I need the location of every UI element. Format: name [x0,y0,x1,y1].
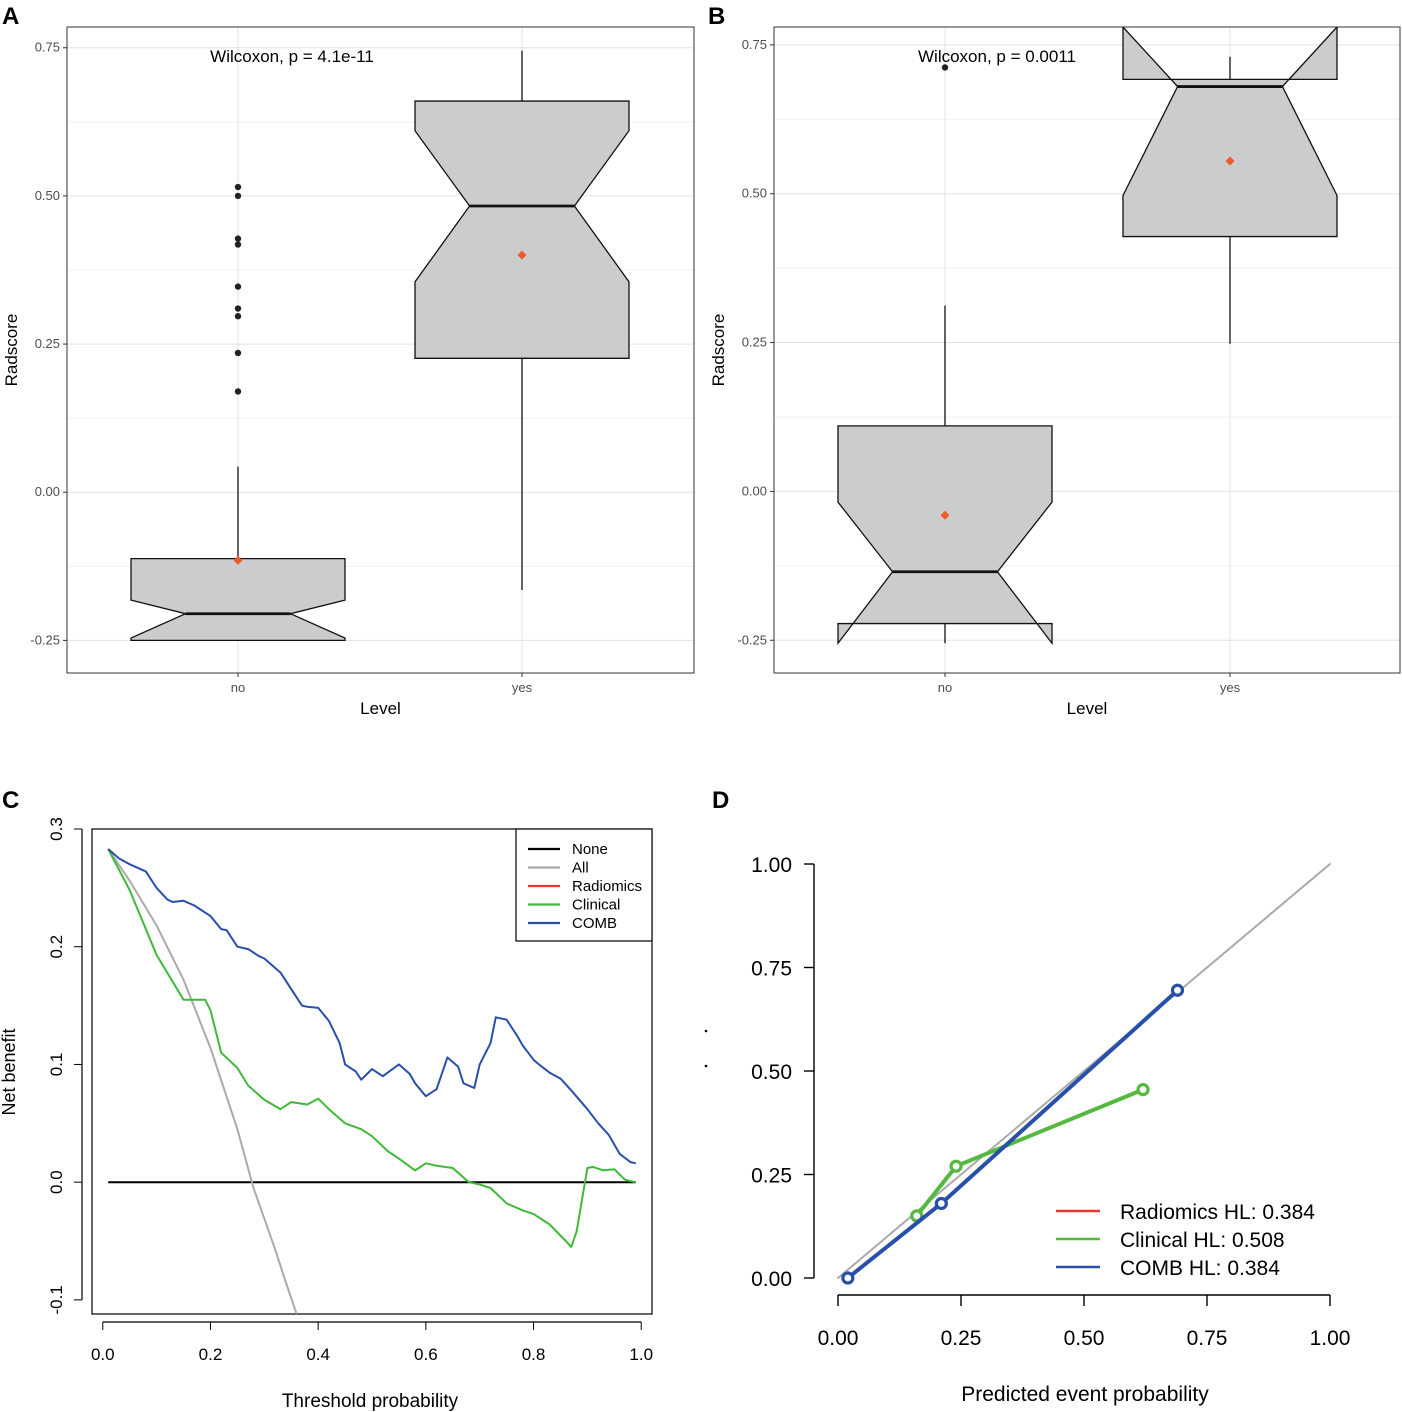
legend-label: None [572,841,608,858]
outlier-point [234,305,242,312]
plot-area [130,50,630,642]
panel-label-c: C [2,787,19,814]
plot-frame [773,26,1401,674]
outlier-point [941,64,949,71]
mean-marker [1225,156,1235,166]
mean-marker [517,250,527,260]
x-axis-title: Predicted event probability [961,1383,1209,1406]
calibration-point [934,1196,948,1211]
x-axis-title: Level [1067,699,1108,718]
plot-area [107,848,637,1314]
y-tick-label: -0.1 [47,1285,66,1314]
notched-box [1122,27,1338,238]
outlier-point [234,388,242,395]
y-tick-label: 0.50 [742,186,767,201]
y-tick-label: 0.3 [47,817,66,841]
boxplot-chart-b: -0.25 0.00 0.25 0.50 0.75 no yes Level Radscore W… [709,26,1401,718]
y-tick-label: 0.1 [47,1053,66,1077]
panel-label-d: D [712,787,729,814]
mean-marker [233,555,243,565]
legend-label: COMB HL: 0.384 [1120,1257,1280,1280]
notched-box [837,425,1053,646]
plot-frame [91,828,653,1315]
outlier-point [234,283,242,290]
y-tick-label: 0.0 [47,1170,66,1194]
y-tick-label: 0.00 [751,1268,792,1291]
x-tick-label: yes [512,680,533,695]
outlier-point [234,192,242,200]
legend-label: Radiomics [572,878,642,895]
y-axis-label-dot [704,1029,708,1033]
outlier-point [234,241,242,248]
y-tick-label: -0.25 [30,632,60,647]
legend: Radiomics HL: 0.384 Clinical HL: 0.508 COM… [1056,1201,1315,1280]
notched-box [130,557,346,642]
y-tick-label: 0.00 [742,483,767,498]
series-line-all [107,848,298,1314]
x-tick-label: 0.0 [91,1345,115,1364]
y-axis-label-dot [704,1064,708,1068]
series-line-comb [107,848,637,1165]
mean-marker [940,510,950,520]
y-tick-label: 0.75 [751,958,792,981]
calibration-point [1136,1083,1150,1097]
x-tick-label: no [938,680,952,695]
x-tick-label: 0.00 [818,1327,859,1350]
x-tick-label: no [231,680,245,695]
x-axis-title: Threshold probability [282,1391,459,1412]
y-tick-label: 0.75 [742,37,767,52]
y-tick-label: 0.00 [35,484,60,499]
notched-box [414,100,630,359]
legend-label: Radiomics HL: 0.384 [1120,1201,1315,1224]
wilcoxon-annotation: Wilcoxon, p = 4.1e-11 [210,47,374,66]
calibration-point [841,1271,855,1285]
legend-label: COMB [572,915,617,932]
outlier-point [234,183,242,191]
y-tick-label: 0.50 [751,1061,792,1084]
y-tick-label: 0.25 [751,1165,792,1188]
y-tick-label: -0.25 [737,632,767,647]
x-tick-label: 0.6 [414,1345,438,1364]
panel-label-b: B [708,3,725,30]
wilcoxon-annotation: Wilcoxon, p = 0.0011 [918,47,1076,66]
calibration-chart-d: 0.00 0.25 0.50 0.75 1.00 0.00 0.25 0.50 0.75 1.00… [704,854,1351,1406]
panel-label-a: A [2,3,19,30]
x-tick-label: 0.4 [306,1345,330,1364]
legend-label: Clinical [572,897,620,914]
y-tick-label: 0.25 [742,335,767,350]
calibration-point [949,1159,963,1173]
outlier-point [234,349,242,357]
legend-label: All [572,860,589,877]
y-tick-label: 1.00 [751,854,792,877]
decision-curve-chart-c: 0.0 0.2 0.4 0.6 0.8 1.0 -0.1 0.0 0.1 0.2 0.3 Thresh… [0,817,653,1412]
y-tick-label: 0.25 [35,336,60,351]
plot-area [837,27,1338,646]
y-axis-title: Radscore [709,314,728,387]
y-axis-title: Radscore [2,314,21,387]
x-tick-label: 0.50 [1064,1327,1105,1350]
plot-frame [66,26,695,674]
boxplot-chart-a: -0.25 0.00 0.25 0.50 0.75 no yes Level Radscore W… [2,26,695,718]
y-tick-label: 0.75 [35,40,60,55]
calibration-point [1170,983,1185,997]
x-tick-label: 1.0 [629,1345,653,1364]
outlier-point [234,313,242,320]
x-tick-label: 0.8 [522,1345,546,1364]
y-tick-label: 0.50 [35,188,60,203]
x-tick-label: yes [1220,680,1241,695]
y-tick-label: 0.2 [47,935,66,959]
plot-background [774,27,1400,673]
x-tick-label: 0.25 [941,1327,982,1350]
x-tick-label: 0.75 [1187,1327,1228,1350]
series-line-clinical [107,848,637,1248]
legend-label: Clinical HL: 0.508 [1120,1229,1285,1252]
x-axis-title: Level [360,699,401,718]
y-axis-title: Net benefit [0,1028,19,1115]
x-tick-label: 0.2 [199,1345,223,1364]
outlier-point [234,235,242,242]
x-tick-label: 1.00 [1310,1327,1351,1350]
